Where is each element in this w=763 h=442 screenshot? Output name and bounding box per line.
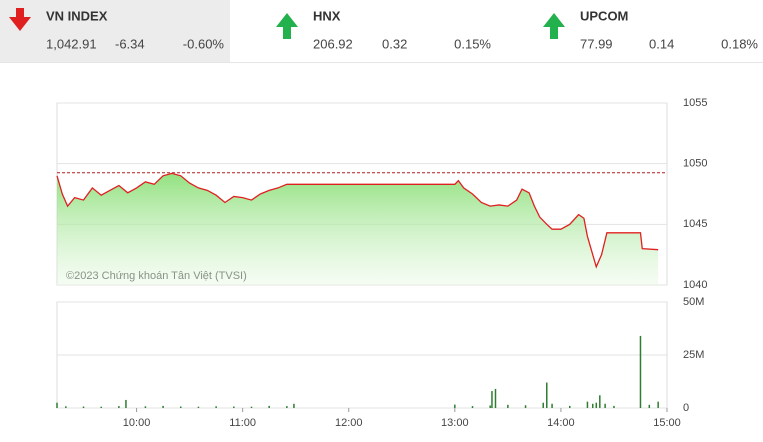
y-tick-label: 1040 [683, 279, 707, 291]
volume-bar [471, 406, 474, 408]
trend-arrow [9, 8, 31, 31]
volume-bar [599, 395, 601, 408]
y-tick-label: 0 [683, 402, 689, 414]
index-percent: -0.60% [183, 36, 225, 51]
area [57, 173, 659, 285]
volume-bar [591, 403, 594, 408]
index-change: 0.32 [382, 36, 407, 51]
index-value: 77.99 [580, 36, 613, 51]
volume-bar [542, 402, 544, 408]
volume-bar [125, 399, 127, 408]
volume-bar [586, 401, 589, 408]
volume-bar [648, 404, 651, 408]
index-name: VN INDEX [46, 8, 108, 23]
y-tick-label: 1055 [683, 97, 707, 109]
volume-bar [268, 405, 270, 408]
volume-bar [82, 406, 85, 408]
volume-bar [639, 335, 642, 408]
chart-layer: VN INDEX 1,042.91 -6.34 -0.60% HNX 206.92 0.32… [9, 8, 758, 429]
x-tick-label: 10:00 [123, 417, 151, 429]
volume-bar [180, 406, 182, 408]
price-line [56, 172, 659, 269]
volume-bar [569, 405, 571, 408]
index-name: HNX [313, 8, 341, 23]
volume-bar [546, 382, 548, 408]
index-change: 0.14 [649, 36, 674, 51]
x-tick-label: 12:00 [335, 417, 363, 429]
x-tick-label: 14:00 [547, 417, 575, 429]
volume-bar [286, 406, 288, 408]
volume-bar [144, 406, 147, 408]
volume-bar [118, 406, 120, 408]
volume-bar [491, 391, 493, 408]
volume-bar [551, 403, 553, 408]
x-tick-label: 15:00 [653, 417, 681, 429]
volume-bar [524, 405, 527, 408]
volume-bar [489, 405, 491, 408]
x-tick-label: 13:00 [441, 417, 469, 429]
x-tick-label: 11:00 [229, 417, 256, 429]
volume-bar [507, 404, 509, 408]
index-value: 1,042.91 [46, 36, 97, 51]
y-tick-label: 1050 [683, 158, 707, 170]
volume-bar [250, 406, 253, 408]
y-tick-label: 1045 [683, 218, 707, 230]
volume-bar [613, 405, 615, 408]
volume-bar [494, 388, 497, 408]
volume-bar [100, 406, 102, 408]
trend-arrow [543, 13, 565, 39]
index-name: UPCOM [580, 8, 628, 23]
volume-bar [657, 401, 659, 408]
volume-bar [293, 403, 295, 408]
y-tick-label: 50M [683, 296, 704, 308]
index-value: 206.92 [313, 36, 353, 51]
volume-bar [65, 406, 67, 408]
index-percent: 0.15% [454, 36, 491, 51]
index-change: -6.34 [115, 36, 145, 51]
volume-bar [454, 404, 456, 408]
index-percent: 0.18% [721, 36, 758, 51]
volume-bar [233, 406, 235, 408]
volume-bar [197, 406, 200, 408]
volume-bar [215, 406, 217, 408]
volume-bar [604, 403, 606, 408]
y-tick-label: 25M [683, 349, 704, 361]
volume-bar [162, 405, 164, 408]
trend-arrow [276, 13, 298, 39]
volume-bar [56, 402, 58, 408]
active-card-bg [0, 0, 230, 62]
volume-bar [595, 402, 598, 408]
